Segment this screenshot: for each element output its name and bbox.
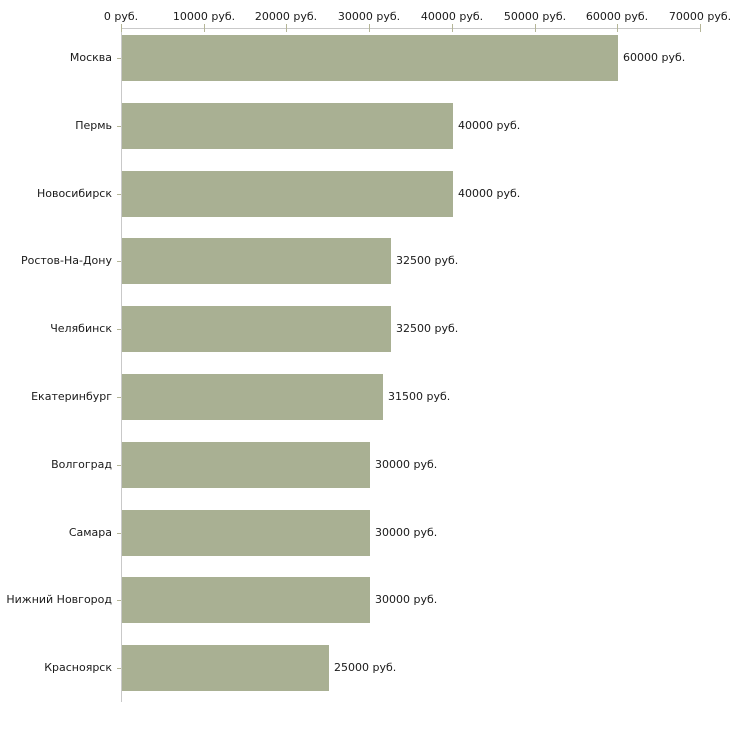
category-tick-mark — [117, 465, 121, 466]
value-label: 60000 руб. — [623, 51, 686, 64]
bar-8 — [122, 577, 370, 623]
x-tick-mark — [700, 24, 701, 32]
bar-3 — [122, 238, 391, 284]
bar-0 — [122, 35, 618, 81]
bar-9 — [122, 645, 329, 691]
category-label: Ростов-На-Дону — [20, 254, 112, 267]
value-label: 25000 руб. — [334, 661, 397, 674]
x-tick-label: 40000 руб. — [420, 10, 484, 23]
x-tick-label: 20000 руб. — [254, 10, 318, 23]
value-label: 31500 руб. — [388, 390, 451, 403]
x-tick-mark — [535, 24, 536, 32]
category-tick-mark — [117, 397, 121, 398]
category-label: Нижний Новгород — [6, 593, 112, 606]
category-tick-mark — [117, 126, 121, 127]
category-label: Новосибирск — [36, 187, 112, 200]
category-tick-mark — [117, 329, 121, 330]
x-tick-mark — [121, 24, 122, 32]
x-axis-line — [121, 28, 701, 29]
value-label: 30000 руб. — [375, 593, 438, 606]
bar-2 — [122, 171, 453, 217]
category-label: Волгоград — [51, 458, 112, 471]
value-label: 32500 руб. — [396, 254, 459, 267]
category-label: Красноярск — [44, 661, 112, 674]
category-tick-mark — [117, 600, 121, 601]
value-label: 40000 руб. — [458, 187, 521, 200]
category-label: Москва — [69, 51, 112, 64]
x-tick-label: 60000 руб. — [585, 10, 649, 23]
x-tick-label: 10000 руб. — [172, 10, 236, 23]
x-tick-label: 70000 руб. — [668, 10, 730, 23]
bar-1 — [122, 103, 453, 149]
x-tick-label: 50000 руб. — [503, 10, 567, 23]
category-tick-mark — [117, 194, 121, 195]
x-tick-label: 0 руб. — [103, 10, 139, 23]
bar-5 — [122, 374, 383, 420]
category-label: Екатеринбург — [31, 390, 112, 403]
value-label: 30000 руб. — [375, 526, 438, 539]
category-label: Челябинск — [50, 322, 112, 335]
x-tick-mark — [617, 24, 618, 32]
value-label: 40000 руб. — [458, 119, 521, 132]
category-tick-mark — [117, 533, 121, 534]
category-label: Самара — [68, 526, 112, 539]
x-tick-label: 30000 руб. — [337, 10, 401, 23]
category-tick-mark — [117, 668, 121, 669]
bar-7 — [122, 510, 370, 556]
bar-6 — [122, 442, 370, 488]
value-label: 30000 руб. — [375, 458, 438, 471]
x-tick-mark — [369, 24, 370, 32]
value-label: 32500 руб. — [396, 322, 459, 335]
x-tick-mark — [286, 24, 287, 32]
x-tick-mark — [452, 24, 453, 32]
y-axis-line — [121, 28, 122, 702]
x-tick-mark — [204, 24, 205, 32]
bar-4 — [122, 306, 391, 352]
category-tick-mark — [117, 58, 121, 59]
category-label: Пермь — [75, 119, 112, 132]
category-tick-mark — [117, 261, 121, 262]
